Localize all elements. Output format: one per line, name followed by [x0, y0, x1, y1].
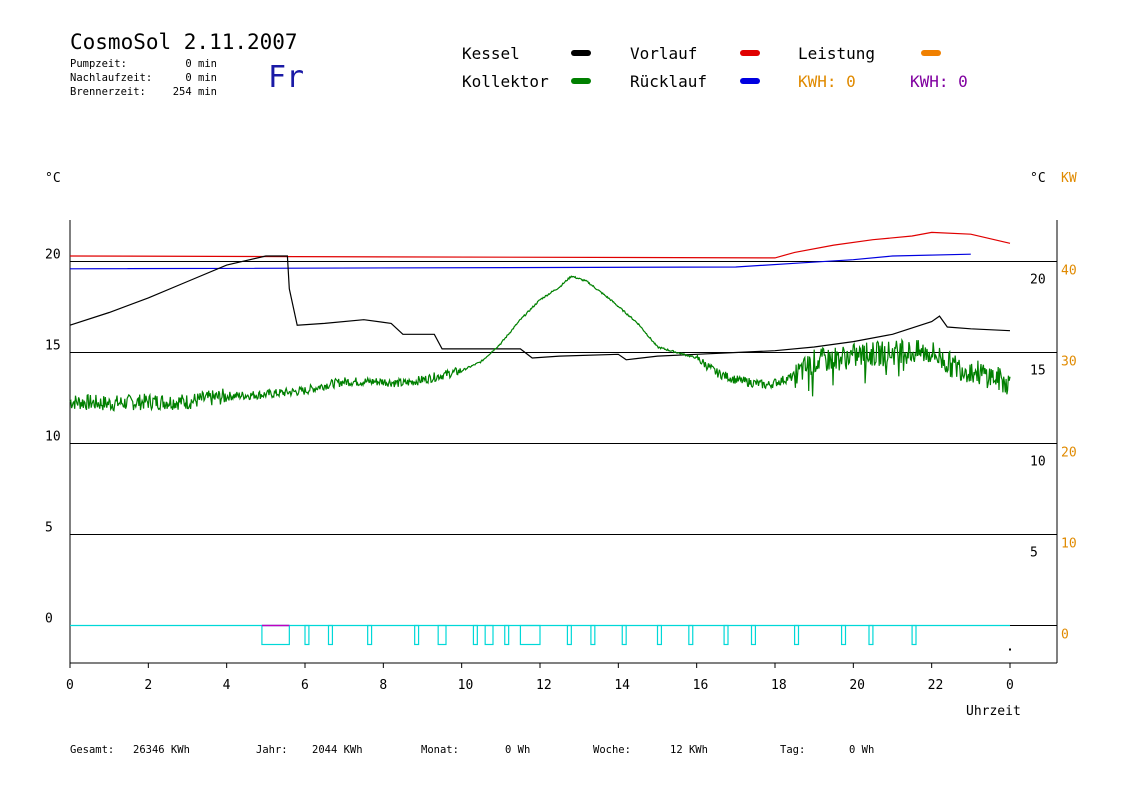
y-tick-label-inner-right: 20	[1030, 273, 1046, 288]
footer-value-gesamt: 26346 KWh	[133, 744, 190, 756]
pump-pulse	[911, 624, 917, 646]
stat-label-pumpzeit: Pumpzeit:	[70, 58, 127, 70]
pump-pulse	[750, 624, 757, 646]
pump-pulse	[472, 624, 478, 646]
footer-value-tag: 0 Wh	[849, 744, 875, 756]
y-tick-label-left: 10	[45, 430, 61, 445]
legend-kwh-second: KWH: 0	[910, 72, 968, 91]
pump-pulse	[484, 624, 494, 646]
y-tick-label-inner-right: 5	[1030, 546, 1038, 561]
stat-label-brennerzeit: Brennerzeit:	[70, 86, 146, 98]
legend-swatch-leistung	[921, 50, 941, 56]
pump-pulse	[590, 624, 596, 646]
legend-label-ruecklauf: Rücklauf	[630, 72, 708, 91]
legend-swatch-kessel	[571, 50, 591, 56]
x-tick-label: 16	[693, 678, 709, 693]
pump-pulse	[304, 624, 310, 646]
x-tick-label: 0	[66, 678, 74, 693]
weekday-label: Fr	[268, 60, 305, 95]
x-tick-label: 8	[379, 678, 387, 693]
pump-pulse	[840, 624, 847, 646]
legend-swatch-vorlauf	[740, 50, 760, 56]
series-line-kollektor	[69, 275, 1011, 412]
pump-pulse	[261, 624, 290, 646]
x-axis-label: Uhrzeit	[966, 704, 1021, 719]
footer-label-gesamt: Gesamt:	[70, 744, 115, 756]
pump-pulse	[621, 624, 627, 646]
y-tick-label-left: 5	[45, 521, 53, 536]
y-tick-label-kw: 0	[1061, 628, 1069, 643]
pump-pulse	[566, 624, 572, 646]
y-tick-label-left: 0	[45, 612, 53, 627]
x-tick-label: 18	[771, 678, 787, 693]
footer-value-jahr: 2044 KWh	[312, 744, 363, 756]
pump-pulse	[868, 624, 874, 646]
pump-pulse	[723, 624, 729, 646]
chart-title: CosmoSol 2.11.2007	[70, 30, 298, 54]
pump-pulse	[414, 624, 420, 646]
x-tick-label: 6	[301, 678, 309, 693]
legend-label-kessel: Kessel	[462, 44, 520, 63]
x-tick-label: 20	[849, 678, 865, 693]
legend-kwh-leistung: KWH: 0	[798, 72, 856, 91]
x-tick-label: 12	[536, 678, 552, 693]
footer-label-tag: Tag:	[780, 744, 806, 756]
series-line-ruecklauf	[69, 253, 971, 270]
x-tick-label: 0	[1006, 678, 1014, 693]
x-tick-label: 2	[144, 678, 152, 693]
pump-pulse	[793, 624, 800, 646]
legend-label-vorlauf: Vorlauf	[630, 44, 698, 63]
pump-pulse	[504, 624, 510, 646]
stat-value-nachlaufzeit: 0 min	[185, 72, 217, 84]
pump-pulse	[519, 624, 541, 646]
pump-pulse	[437, 624, 447, 646]
footer-label-monat: Monat:	[421, 744, 459, 756]
stat-label-nachlaufzeit: Nachlaufzeit:	[70, 72, 153, 84]
end-marker	[1009, 648, 1011, 651]
footer-value-woche: 12 KWh	[670, 744, 708, 756]
y-tick-label-kw: 10	[1061, 537, 1077, 552]
pump-pulse	[656, 624, 663, 646]
legend-label-kollektor: Kollektor	[462, 72, 549, 91]
x-tick-label: 14	[614, 678, 630, 693]
pump-pulse	[327, 624, 334, 646]
series-line-kessel	[69, 255, 1011, 361]
legend-label-leistung: Leistung	[798, 44, 876, 63]
x-tick-label: 10	[458, 678, 474, 693]
stat-value-pumpzeit: 0 min	[185, 58, 217, 70]
y-axis-unit-left: °C	[45, 171, 61, 186]
legend-swatch-kollektor	[571, 78, 591, 84]
footer-label-woche: Woche:	[593, 744, 631, 756]
y-tick-label-inner-right: 10	[1030, 455, 1046, 470]
legend-swatch-ruecklauf	[740, 78, 760, 84]
footer-value-monat: 0 Wh	[505, 744, 531, 756]
series-line-vorlauf	[69, 231, 1011, 259]
footer-label-jahr: Jahr:	[256, 744, 288, 756]
x-tick-label: 22	[928, 678, 944, 693]
y-axis-unit-kw: KW	[1061, 171, 1077, 186]
y-tick-label-left: 20	[45, 248, 61, 263]
y-axis-unit-right: °C	[1030, 171, 1046, 186]
pump-pulse	[367, 624, 373, 646]
y-tick-label-kw: 40	[1061, 264, 1077, 279]
pump-pulse	[688, 624, 694, 646]
x-tick-label: 4	[223, 678, 231, 693]
y-tick-label-inner-right: 15	[1030, 364, 1046, 379]
y-tick-label-kw: 30	[1061, 355, 1077, 370]
stat-value-brennerzeit: 254 min	[172, 86, 217, 98]
y-tick-label-left: 15	[45, 339, 61, 354]
y-tick-label-kw: 20	[1061, 446, 1077, 461]
